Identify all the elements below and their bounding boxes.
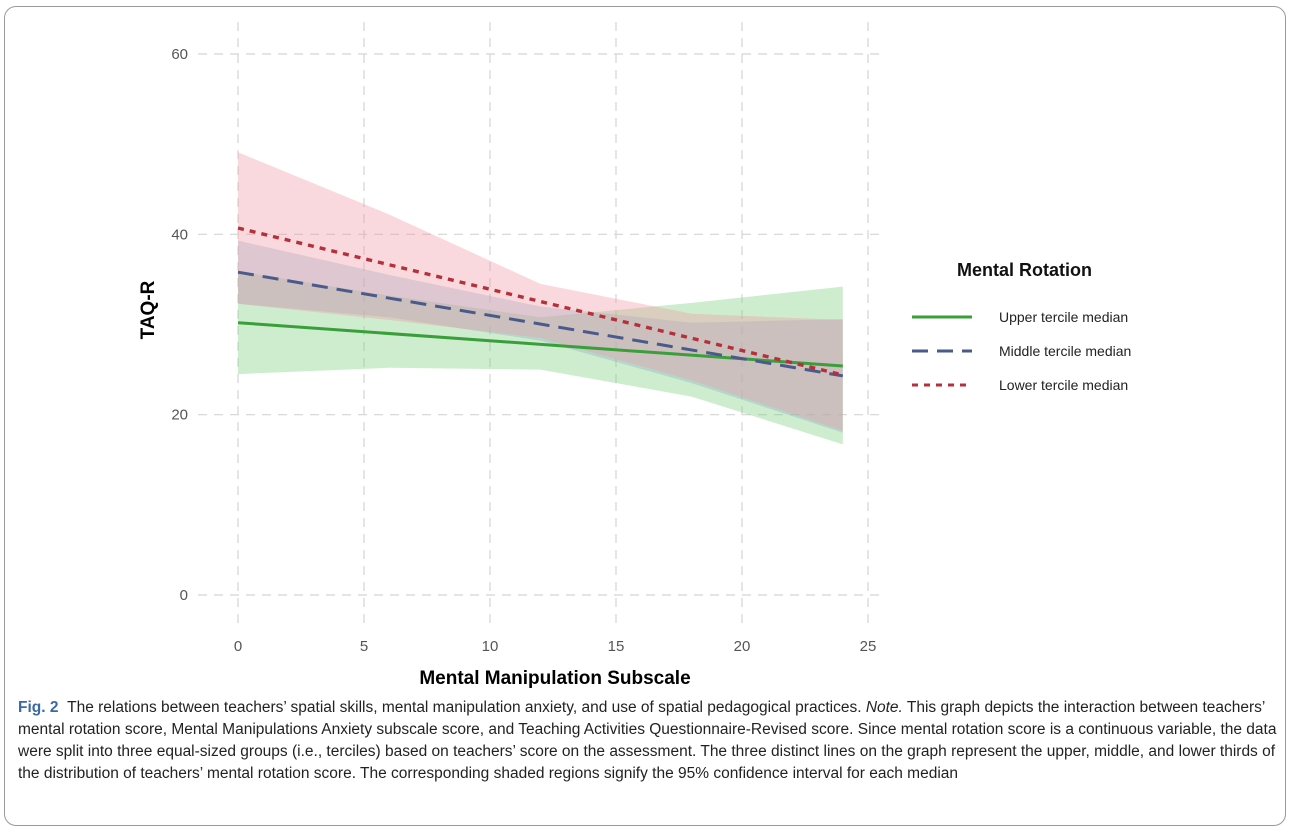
tercile-interaction-chart: 0 5 10 15 20 25 0 20 40 60 Mental Manipulation Su…: [138, 22, 1131, 689]
legend: Mental Rotation Upper tercile median Midd…: [912, 260, 1131, 393]
legend-label: Middle tercile median: [999, 343, 1131, 359]
series-line: [237, 270, 844, 378]
x-tick-label: 25: [860, 638, 877, 655]
y-tick-label: 40: [171, 226, 188, 243]
figure-label: Fig. 2: [18, 699, 59, 716]
figure-frame: [4, 6, 1286, 826]
confidence-band: [238, 152, 843, 431]
x-tick-label: 15: [608, 638, 625, 655]
y-tick-label: 0: [180, 587, 188, 604]
confidence-band: [238, 240, 843, 433]
median-lines: [237, 226, 844, 378]
x-tick-label: 10: [482, 638, 499, 655]
x-axis-title: Mental Manipulation Subscale: [419, 668, 690, 689]
y-tick-label: 20: [171, 407, 188, 424]
legend-title: Mental Rotation: [957, 260, 1092, 280]
x-tick-label: 0: [234, 638, 242, 655]
caption-note-label: Note.: [865, 699, 903, 716]
y-axis-title: TAQ-R: [138, 280, 159, 339]
series-line: [237, 226, 844, 377]
confidence-bands: [238, 152, 843, 445]
figure-caption: Fig. 2 The relations between teachers’ s…: [18, 697, 1280, 785]
caption-text-intro: The relations between teachers’ spatial …: [67, 699, 866, 716]
legend-label: Lower tercile median: [999, 377, 1128, 393]
grid: [198, 22, 880, 625]
caption-text-body: This graph depicts the interaction betwe…: [18, 699, 1277, 782]
confidence-band: [238, 271, 843, 445]
y-tick-label: 60: [171, 46, 188, 63]
x-tick-label: 20: [734, 638, 751, 655]
x-tick-label: 5: [360, 638, 368, 655]
tick-labels: 0 5 10 15 20 25 0 20 40 60: [171, 46, 876, 655]
legend-label: Upper tercile median: [999, 309, 1128, 325]
